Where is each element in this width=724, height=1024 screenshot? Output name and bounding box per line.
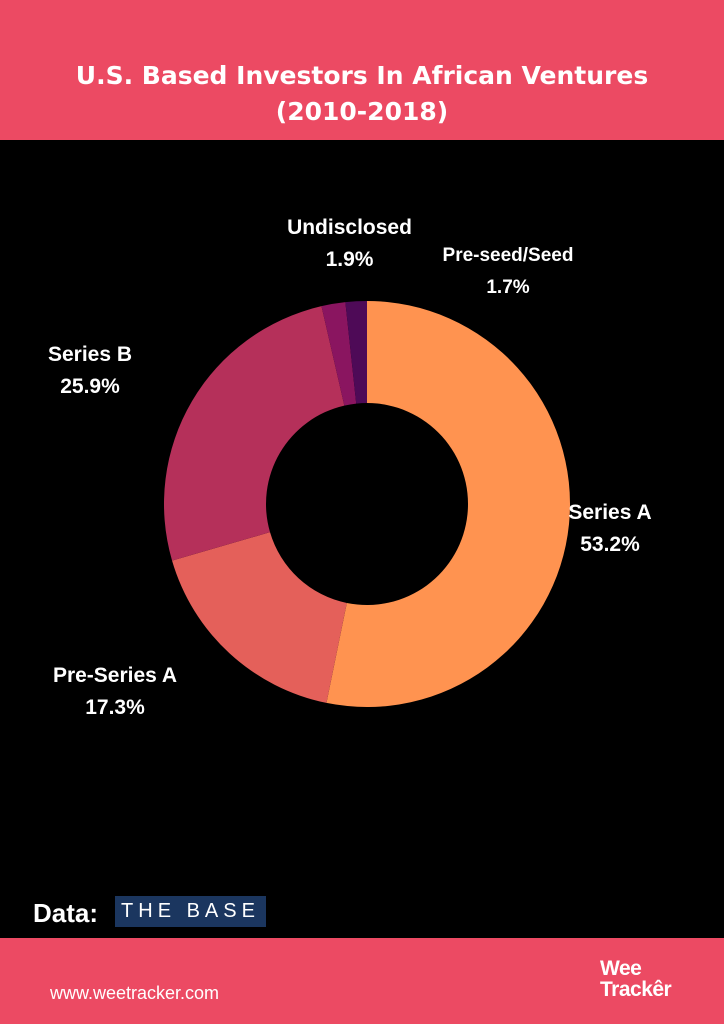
label-undisclosed: Undisclosed 1.9% <box>262 212 437 276</box>
slice-value: 53.2% <box>580 533 640 556</box>
slice-undisclosed <box>321 302 357 406</box>
slice-value: 1.9% <box>325 248 374 271</box>
source-label: Data: <box>33 898 99 928</box>
slice-value: 17.3% <box>85 696 145 719</box>
label-pre-seed: Pre-seed/Seed 1.7% <box>418 240 598 304</box>
label-series-b: Series B 25.9% <box>25 339 155 403</box>
slice-label: Pre-Series A <box>52 664 178 687</box>
logo-line-1: Wee <box>600 957 642 980</box>
chart-title: U.S. Based Investors In African Ventures… <box>0 58 724 130</box>
website-link[interactable]: www.weetracker.com <box>50 983 220 1003</box>
weetracker-logo: Wee Trackêr <box>600 957 672 1001</box>
title-line-1: U.S. Based Investors In African Ventures <box>75 61 649 90</box>
slice-label: Undisclosed <box>287 216 412 239</box>
header-banner <box>0 0 724 140</box>
slice-label: Series A <box>568 501 652 524</box>
slice-value: 25.9% <box>60 375 120 398</box>
source-brand-logo: THE BASE <box>115 896 266 927</box>
footer-banner <box>0 938 724 1024</box>
label-pre-series-a: Pre-Series A 17.3% <box>25 660 205 724</box>
slice-series-a <box>326 301 571 707</box>
label-series-a: Series A 53.2% <box>555 497 665 561</box>
slice-series-b <box>164 306 345 561</box>
slice-pre-seed-seed <box>345 301 367 404</box>
slice-value: 1.7% <box>486 277 530 298</box>
slice-label: Series B <box>47 343 133 366</box>
slice-pre-series-a <box>172 532 347 703</box>
logo-line-2: Trackêr <box>600 978 672 1001</box>
title-line-2: (2010-2018) <box>275 97 449 126</box>
slice-label: Pre-seed/Seed <box>442 245 574 266</box>
